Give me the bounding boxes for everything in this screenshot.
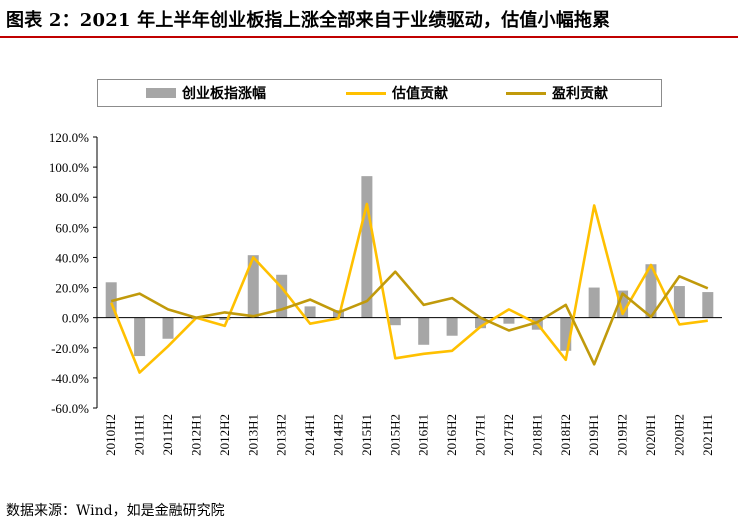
x-tick-label-2017H1: 2017H1 [473, 414, 488, 456]
chart-title: 图表 2：2021 年上半年创业板指上涨全部来自于业绩驱动，估值小幅拖累 [6, 10, 611, 31]
x-tick-label-2016H1: 2016H1 [416, 414, 431, 456]
x-tick-label-2018H2: 2018H2 [558, 414, 573, 456]
legend-item-earnings: 盈利贡献 [506, 80, 608, 106]
x-tick-label-2011H2: 2011H2 [160, 414, 175, 455]
legend-label-bar: 创业板指涨幅 [182, 86, 266, 102]
bar-2018H2 [560, 317, 572, 351]
x-tick-label-2014H1: 2014H1 [302, 414, 317, 456]
bar-2011H2 [162, 317, 174, 339]
legend-label-earnings: 盈利贡献 [552, 86, 608, 102]
earnings-line [110, 270, 709, 366]
x-tick-label-2015H1: 2015H1 [359, 414, 374, 456]
y-tick-label: 0.0% [62, 311, 89, 326]
legend: 创业板指涨幅 估值贡献 盈利贡献 [97, 79, 662, 107]
bar-2017H2 [503, 317, 515, 324]
x-tick-label-2012H1: 2012H1 [188, 414, 203, 456]
legend-swatch-earnings [506, 91, 546, 95]
x-tick-label-2016H2: 2016H2 [444, 414, 459, 456]
x-tick-label-2018H1: 2018H1 [529, 414, 544, 456]
legend-label-valuation: 估值贡献 [392, 86, 448, 102]
bar-2012H2 [219, 317, 231, 320]
x-tick-label-2014H2: 2014H2 [330, 414, 345, 456]
y-tick-label: 40.0% [55, 250, 89, 265]
x-tick-label-2017H2: 2017H2 [501, 414, 516, 456]
valuation-line [109, 202, 708, 374]
bar-2019H1 [588, 287, 600, 318]
bar-2021H1 [702, 292, 714, 318]
bar-2017H1 [475, 317, 487, 329]
source-note: 数据来源：Wind，如是金融研究院 [6, 503, 225, 519]
legend-swatch-valuation [346, 91, 386, 95]
bar-2015H1 [361, 176, 373, 318]
bar-2014H1 [304, 306, 316, 318]
y-tick-label: 80.0% [55, 190, 89, 205]
x-tick-label-2012H2: 2012H2 [217, 414, 232, 456]
bar-2020H1 [645, 264, 657, 318]
x-tick-label-2010H2: 2010H2 [103, 414, 118, 456]
y-tick-label: 120.0% [49, 130, 89, 145]
x-tick-label-2021H1: 2021H1 [700, 414, 715, 456]
legend-item-valuation: 估值贡献 [346, 80, 448, 106]
y-tick-label: 60.0% [55, 220, 89, 235]
x-tick-label-2013H1: 2013H1 [245, 414, 260, 456]
x-tick-label-2015H2: 2015H2 [387, 414, 402, 456]
y-tick-label: -20.0% [51, 341, 89, 356]
bar-2013H1 [247, 255, 259, 318]
y-tick-label: 100.0% [49, 160, 89, 175]
bar-2020H2 [673, 286, 685, 318]
x-tick-label-2019H1: 2019H1 [586, 414, 601, 456]
bar-2016H1 [418, 317, 430, 345]
x-tick-label-2019H2: 2019H2 [615, 414, 630, 456]
bar-2011H1 [134, 317, 146, 357]
x-tick-label-2020H1: 2020H1 [643, 414, 658, 456]
bar-2016H2 [446, 317, 458, 336]
y-tick-label: 20.0% [55, 281, 89, 296]
legend-swatch-bar [146, 88, 176, 98]
y-tick-label: -40.0% [51, 371, 89, 386]
x-tick-label-2013H2: 2013H2 [274, 414, 289, 456]
bar-2013H2 [276, 274, 288, 318]
legend-item-bar: 创业板指涨幅 [146, 80, 266, 106]
bar-2015H2 [389, 317, 401, 326]
x-tick-label-2011H1: 2011H1 [132, 414, 147, 455]
y-tick-label: -60.0% [51, 401, 89, 416]
bar-2019H2 [617, 290, 629, 318]
x-tick-label-2020H2: 2020H2 [671, 414, 686, 456]
title-rule [0, 36, 738, 38]
